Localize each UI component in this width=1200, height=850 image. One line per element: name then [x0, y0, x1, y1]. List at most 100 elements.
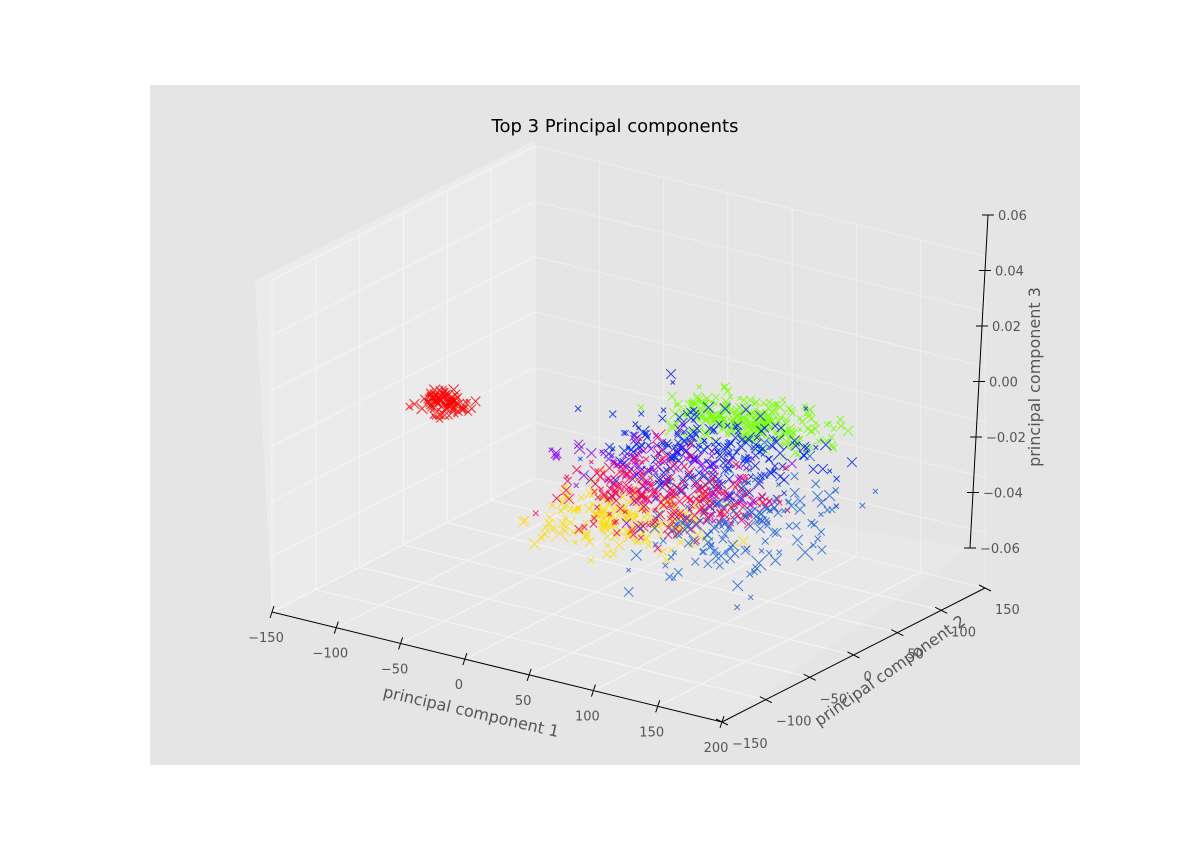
- data-point: [584, 488, 595, 499]
- data-point: [584, 536, 595, 548]
- data-point: [765, 398, 774, 406]
- data-point: [642, 455, 650, 463]
- scatter-points: [405, 368, 879, 611]
- data-point: [803, 406, 809, 412]
- data-point: [701, 399, 709, 406]
- data-point: [427, 402, 436, 412]
- data-point: [563, 491, 573, 501]
- data-point: [467, 404, 477, 413]
- data-point: [667, 525, 677, 535]
- data-point: [639, 459, 645, 465]
- data-point: [710, 426, 717, 433]
- data-point: [719, 514, 730, 525]
- data-point: [680, 422, 686, 428]
- data-point: [683, 520, 692, 529]
- data-point: [580, 523, 588, 531]
- data-point: [670, 379, 676, 385]
- data-point: [673, 450, 679, 455]
- data-point: [752, 397, 761, 407]
- data-point: [673, 399, 683, 409]
- data-point: [736, 415, 743, 421]
- data-point: [735, 403, 746, 413]
- data-point: [703, 559, 713, 569]
- data-point: [635, 523, 646, 533]
- data-point: [570, 505, 579, 515]
- data-point: [452, 406, 463, 417]
- data-point: [811, 490, 824, 502]
- data-point: [618, 492, 628, 502]
- data-point: [624, 466, 634, 476]
- data-point: [630, 549, 643, 561]
- data-point: [575, 504, 582, 511]
- data-point: [539, 528, 550, 539]
- data-point: [755, 410, 766, 422]
- data-point: [651, 489, 661, 499]
- data-point: [637, 534, 644, 541]
- data-point: [740, 545, 751, 556]
- data-point: [608, 410, 617, 419]
- data-point: [441, 402, 453, 414]
- data-point: [600, 528, 607, 534]
- data-point: [638, 441, 646, 450]
- data-point: [641, 508, 647, 514]
- data-point: [623, 531, 635, 543]
- data-point: [621, 452, 629, 460]
- data-point: [790, 429, 797, 436]
- data-point: [630, 452, 640, 462]
- data-point: [681, 521, 694, 533]
- data-point: [552, 493, 562, 503]
- series-6: [623, 436, 879, 611]
- data-point: [788, 435, 801, 447]
- data-point: [557, 497, 569, 508]
- data-point: [610, 495, 616, 500]
- data-point: [550, 447, 562, 459]
- data-point: [613, 529, 621, 537]
- data-point: [520, 515, 530, 525]
- data-point: [779, 396, 787, 404]
- data-point: [766, 440, 777, 451]
- data-point: [598, 489, 609, 500]
- data-point: [640, 447, 647, 455]
- data-point: [789, 487, 800, 498]
- data-point: [663, 476, 671, 484]
- data-point: [744, 453, 750, 459]
- data-point: [607, 511, 617, 521]
- data-point: [720, 384, 727, 390]
- data-point: [803, 410, 814, 421]
- data-point: [666, 510, 678, 522]
- data-point: [552, 451, 561, 460]
- data-point: [707, 410, 718, 422]
- data-point: [578, 494, 585, 501]
- data-point: [758, 548, 765, 554]
- data-point: [796, 543, 814, 561]
- data-point: [807, 518, 816, 528]
- data-point: [701, 428, 713, 440]
- data-point: [575, 505, 581, 512]
- data-point: [765, 455, 772, 463]
- data-point: [658, 438, 667, 447]
- data-point: [750, 443, 760, 454]
- data-point: [743, 464, 750, 472]
- z-axis-label: principal component 3: [1025, 287, 1044, 467]
- data-point: [765, 497, 774, 505]
- data-point: [692, 392, 703, 402]
- data-point: [693, 537, 701, 545]
- data-point: [658, 480, 664, 486]
- data-point: [724, 496, 735, 508]
- data-point: [633, 536, 640, 542]
- data-point: [611, 519, 617, 526]
- data-point: [661, 480, 670, 488]
- data-point: [685, 452, 695, 462]
- data-point: [699, 505, 709, 515]
- data-point: [701, 534, 709, 543]
- data-point: [753, 407, 759, 413]
- data-point: [677, 485, 687, 495]
- data-point: [457, 403, 467, 414]
- x-tick: [526, 668, 532, 682]
- data-point: [680, 437, 689, 447]
- data-point: [709, 453, 715, 459]
- data-point: [647, 475, 654, 481]
- y-tick: [803, 673, 816, 681]
- y-tick-label: 50: [907, 648, 924, 663]
- data-point: [846, 457, 858, 468]
